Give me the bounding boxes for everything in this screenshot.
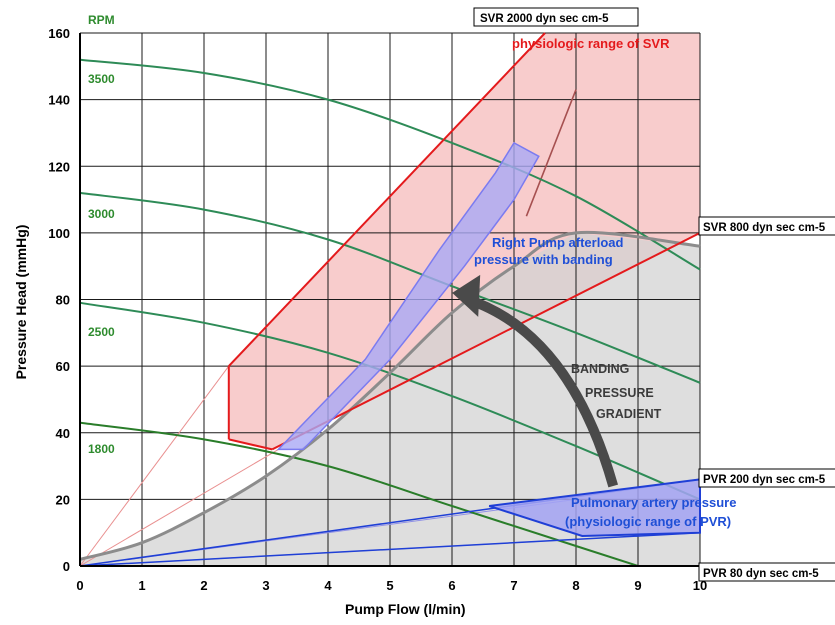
- pump-curve-1800: [79, 421, 639, 567]
- x-tick-label-2: 2: [200, 578, 207, 593]
- svr-2000-label-box: [473, 7, 639, 27]
- right-pump-annotation-line1: Right Pump afterload: [492, 235, 624, 250]
- pump-curve-3000: [79, 191, 701, 384]
- x-tick-label-9: 9: [634, 578, 641, 593]
- pvr-200-label: PVR 200 dyn sec cm-5: [703, 474, 826, 486]
- svr-2000-label: SVR 2000 dyn sec cm-5: [480, 13, 609, 25]
- banding-annotation-line3: GRADIENT: [596, 407, 662, 421]
- rpm-label-3500: 3500: [88, 72, 115, 86]
- svr-800-label: SVR 800 dyn sec cm-5: [703, 222, 826, 234]
- reference-line-0: [79, 365, 230, 567]
- rpm-label-2500: 2500: [88, 325, 115, 339]
- banding-annotation-line2: PRESSURE: [585, 386, 654, 400]
- pvr-200-label-box: [698, 468, 835, 488]
- reference-line-4: [525, 89, 577, 217]
- pulmonary-region: [488, 478, 701, 538]
- y-tick-label-160: 160: [48, 26, 70, 41]
- pulmonary-annotation-line1: Pulmonary artery pressure: [571, 495, 736, 510]
- pump-curve-3500: [79, 58, 701, 271]
- y-tick-label-100: 100: [48, 226, 70, 241]
- x-tick-label-7: 7: [510, 578, 517, 593]
- x-tick-label-10: 10: [693, 578, 707, 593]
- y-tick-label-80: 80: [56, 293, 70, 308]
- y-tick-label-40: 40: [56, 426, 70, 441]
- resistance-line-3: [79, 531, 701, 567]
- reference-line-1: [79, 448, 279, 567]
- pulmonary-annotation-line2: (physiologic range of PVR): [565, 514, 731, 529]
- resistance-line-1: [271, 232, 701, 451]
- x-tick-label-8: 8: [572, 578, 579, 593]
- resistance-line-0: [228, 32, 546, 367]
- banding-arrow-head: [452, 274, 481, 317]
- pvr-80-label: PVR 80 dyn sec cm-5: [703, 568, 819, 580]
- y-tick-label-140: 140: [48, 93, 70, 108]
- x-axis-title: Pump Flow (l/min): [345, 601, 466, 617]
- svr-range-annotation: physiologic range of SVR: [512, 36, 670, 51]
- x-tick-label-0: 0: [76, 578, 83, 593]
- svr-800-label-box: [698, 216, 835, 236]
- y-tick-label-60: 60: [56, 359, 70, 374]
- y-tick-label-0: 0: [63, 559, 70, 574]
- x-tick-label-5: 5: [386, 578, 393, 593]
- pvr-80-label-box: [698, 562, 835, 582]
- y-axis-title: Pressure Head (mmHg): [13, 225, 29, 380]
- banding-annotation-line1: BANDING: [571, 362, 629, 376]
- svr-region-bottom-edge: [228, 438, 273, 451]
- banding-band: [276, 141, 540, 451]
- y-tick-label-20: 20: [56, 492, 70, 507]
- chart-lines: [79, 32, 701, 567]
- rpm-label-3000: 3000: [88, 207, 115, 221]
- y-tick-label-120: 120: [48, 159, 70, 174]
- operating-curve-line: [79, 230, 701, 561]
- x-tick-label-4: 4: [324, 578, 332, 593]
- x-tick-label-3: 3: [262, 578, 269, 593]
- x-tick-label-1: 1: [138, 578, 145, 593]
- right-pump-annotation-line2: pressure with banding: [474, 252, 613, 267]
- banding-arrow-shaft: [464, 294, 619, 488]
- x-tick-label-6: 6: [448, 578, 455, 593]
- rpm-label-1800: 1800: [88, 442, 115, 456]
- rpm-header: RPM: [88, 13, 115, 27]
